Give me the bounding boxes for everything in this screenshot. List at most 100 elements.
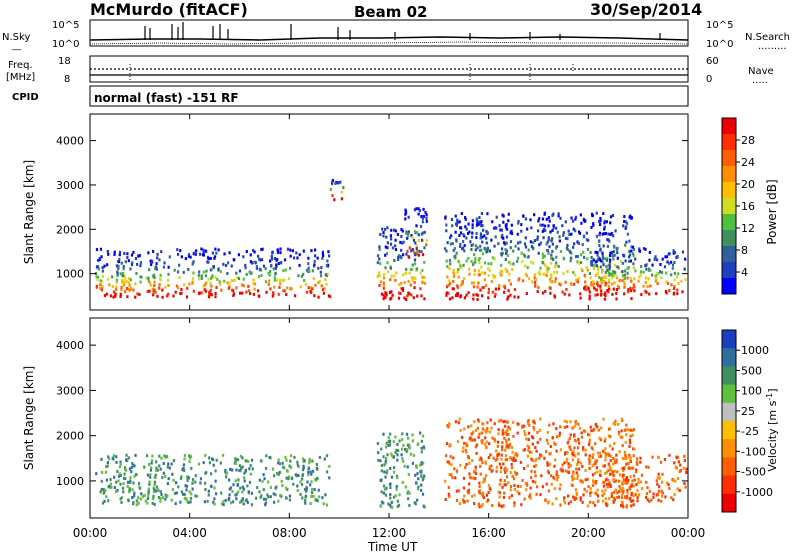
echo-cell xyxy=(477,281,480,285)
echo-cell xyxy=(400,287,403,291)
echo-cell xyxy=(183,469,186,473)
echo-cell xyxy=(387,502,390,506)
echo-cell xyxy=(521,260,524,264)
echo-cell xyxy=(399,240,402,244)
echo-cell xyxy=(592,483,595,487)
echo-cell xyxy=(606,257,609,261)
echo-cell xyxy=(537,286,540,290)
echo-cell xyxy=(620,493,624,497)
echo-cell xyxy=(451,287,454,291)
echo-cell xyxy=(386,246,389,250)
echo-cell xyxy=(621,261,624,265)
echo-cell xyxy=(507,444,510,448)
echo-cell xyxy=(513,504,516,508)
echo-cell xyxy=(601,256,605,260)
echo-cell xyxy=(146,290,149,294)
echo-cell xyxy=(550,482,553,486)
echo-cell xyxy=(382,297,385,301)
echo-cell xyxy=(450,217,454,221)
echo-cell xyxy=(609,459,612,463)
echo-cell xyxy=(445,293,448,297)
echo-cell xyxy=(545,265,548,269)
echo-cell xyxy=(630,491,633,495)
echo-cell xyxy=(611,292,614,296)
x-tick-label: 00:00 xyxy=(671,526,706,540)
echo-cell xyxy=(557,474,560,478)
echo-cell xyxy=(657,456,660,460)
echo-cell xyxy=(125,279,128,283)
echo-cell xyxy=(498,491,501,495)
echo-cell xyxy=(490,262,493,266)
echo-cell xyxy=(538,428,541,432)
echo-cell xyxy=(562,256,565,260)
echo-cell xyxy=(647,277,650,281)
echo-cell xyxy=(162,471,165,475)
echo-cell xyxy=(191,280,194,284)
echo-cell xyxy=(622,478,625,482)
echo-cell xyxy=(273,285,276,289)
echo-cell xyxy=(177,286,180,290)
echo-cell xyxy=(447,485,450,489)
echo-cell xyxy=(451,476,454,480)
echo-cell xyxy=(590,225,593,229)
echo-cell xyxy=(470,476,473,480)
echo-cell xyxy=(461,449,464,453)
echo-cell xyxy=(481,271,484,275)
echo-cell xyxy=(232,294,235,298)
echo-cell xyxy=(423,297,426,301)
echo-cell xyxy=(404,271,407,275)
echo-cell xyxy=(412,276,415,280)
echo-cell xyxy=(209,288,212,292)
echo-cell xyxy=(202,250,205,254)
echo-cell xyxy=(566,494,570,498)
echo-cell xyxy=(595,259,599,263)
echo-cell xyxy=(376,442,379,446)
echo-cell xyxy=(639,273,642,277)
echo-cell xyxy=(507,278,511,282)
echo-cell xyxy=(569,500,573,504)
echo-cell xyxy=(229,467,232,471)
echo-cell xyxy=(549,261,553,265)
echo-cell xyxy=(113,475,116,479)
echo-cell xyxy=(622,489,625,493)
echo-cell xyxy=(452,456,455,460)
echo-cell xyxy=(577,437,580,441)
echo-cell xyxy=(496,454,499,458)
echo-cell xyxy=(474,465,477,469)
echo-cell xyxy=(547,266,550,270)
echo-cell xyxy=(558,282,561,286)
echo-cell xyxy=(493,244,496,248)
echo-cell xyxy=(421,275,424,279)
echo-cell xyxy=(531,479,535,483)
echo-cell xyxy=(607,287,611,291)
echo-cell xyxy=(497,242,500,246)
echo-cell xyxy=(307,262,310,266)
echo-cell xyxy=(603,464,606,468)
echo-cell xyxy=(575,279,578,283)
echo-cell xyxy=(534,463,538,467)
echo-cell xyxy=(207,257,210,261)
echo-cell xyxy=(151,287,154,291)
echo-cell xyxy=(566,441,569,445)
echo-cell xyxy=(629,259,632,263)
echo-cell xyxy=(676,254,679,258)
echo-cell xyxy=(270,263,273,267)
echo-cell xyxy=(318,279,321,283)
echo-cell xyxy=(485,440,488,444)
echo-cell xyxy=(491,504,494,508)
echo-cell xyxy=(509,293,512,297)
echo-cell xyxy=(590,490,593,494)
echo-cell xyxy=(166,294,169,298)
echo-cell xyxy=(673,278,676,282)
echo-cell xyxy=(508,260,511,264)
echo-cell xyxy=(292,482,295,486)
echo-cell xyxy=(272,492,275,496)
echo-cell xyxy=(475,293,478,297)
echo-cell xyxy=(246,500,249,504)
echo-cell xyxy=(507,437,510,441)
echo-cell xyxy=(602,464,605,468)
echo-cell xyxy=(546,463,549,467)
echo-cell xyxy=(559,503,562,507)
echo-cell xyxy=(569,463,572,467)
echo-cell xyxy=(152,494,155,498)
